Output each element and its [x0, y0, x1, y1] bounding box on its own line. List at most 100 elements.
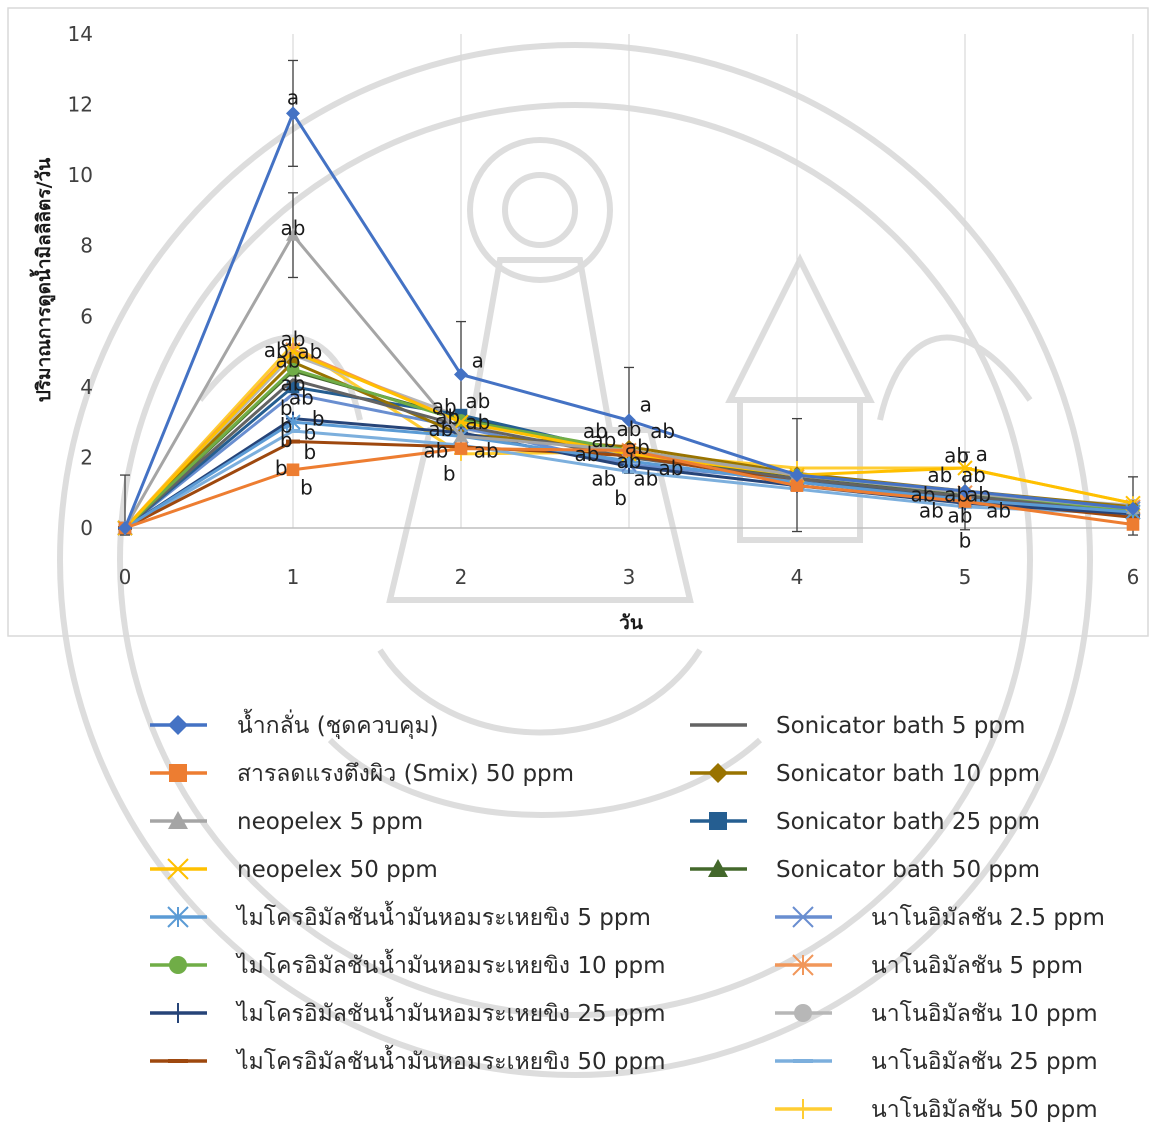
data-point — [792, 954, 814, 976]
significance-label: b — [303, 421, 316, 445]
data-point — [168, 715, 188, 735]
legend-label: นาโนอิมัลชัน 50 ppm — [871, 1096, 1098, 1123]
legend-label: ไมโครอิมัลชันน้ำมันหอมระเหยขิง 10 ppm — [235, 949, 666, 979]
significance-label: b — [303, 440, 316, 464]
x-tick-label: 0 — [119, 565, 132, 589]
data-point — [286, 106, 300, 121]
legend-label: Sonicator bath 50 ppm — [776, 857, 1040, 883]
legend-label: นาโนอิมัลชัน 5 ppm — [871, 952, 1083, 979]
legend-label: นาโนอิมัลชัน 25 ppm — [871, 1048, 1098, 1075]
data-point — [958, 483, 972, 498]
data-point — [708, 763, 728, 783]
legend-item: ไมโครอิมัลชันน้ำมันหอมระเหยขิง 50 ppm — [150, 1045, 666, 1075]
significance-label: b — [280, 396, 293, 420]
legend-label: neopelex 50 ppm — [237, 857, 438, 883]
significance-label: ab — [947, 504, 972, 528]
x-tick-label: 3 — [623, 565, 636, 589]
legend-label: สารลดแรงตึงผิว (Smix) 50 ppm — [237, 761, 574, 787]
legend-item: Sonicator bath 5 ppm — [690, 713, 1025, 739]
x-tick-label: 1 — [287, 565, 300, 589]
significance-label: ab — [474, 438, 499, 462]
data-point — [1126, 501, 1140, 516]
legend-item: ไมโครอิมัลชันน้ำมันหอมระเหยขิง 25 ppm — [150, 997, 666, 1027]
data-point — [709, 812, 727, 830]
data-point — [1126, 518, 1140, 531]
significance-label: ab — [275, 348, 300, 372]
legend-item: นาโนอิมัลชัน 10 ppm — [775, 1000, 1098, 1027]
significance-label: a — [640, 393, 652, 417]
significance-label: ab — [650, 419, 675, 443]
legend-label: ไมโครอิมัลชันน้ำมันหอมระเหยขิง 25 ppm — [235, 997, 666, 1027]
data-point — [286, 439, 300, 444]
significance-label: ab — [919, 498, 944, 522]
data-point — [453, 414, 469, 430]
data-point — [792, 906, 814, 928]
legend-item: Sonicator bath 25 ppm — [690, 809, 1040, 835]
x-tick-label: 4 — [791, 565, 804, 589]
data-point — [958, 495, 972, 508]
significance-label: ab — [986, 498, 1011, 522]
significance-label: a — [287, 86, 299, 110]
y-tick-label: 10 — [68, 163, 93, 187]
significance-label: ab — [633, 467, 658, 491]
data-point — [285, 414, 301, 430]
significance-label: ab — [625, 435, 650, 459]
significance-label: ab — [428, 417, 453, 441]
data-point — [708, 859, 728, 877]
significance-label: b — [312, 407, 325, 431]
data-point — [169, 764, 187, 782]
legend-item: นาโนอิมัลชัน 2.5 ppm — [775, 904, 1105, 931]
legend-label: ไมโครอิมัลชันน้ำมันหอมระเหยขิง 50 ppm — [235, 1045, 666, 1075]
data-point — [793, 1099, 813, 1119]
data-point — [454, 442, 468, 455]
legend-label: นาโนอิมัลชัน 2.5 ppm — [871, 904, 1105, 931]
significance-label: ab — [289, 385, 314, 409]
legend-item: นาโนอิมัลชัน 25 ppm — [775, 1048, 1098, 1075]
significance-label: b — [614, 486, 627, 510]
significance-label: ab — [927, 463, 952, 487]
significance-label: b — [443, 461, 456, 485]
y-axis-title: ปริมาณการดูดน้ำมิลลิลิตร/วัน — [29, 158, 56, 402]
significance-label: ab — [575, 442, 600, 466]
x-axis-title: วัน — [619, 612, 643, 634]
y-tick-label: 4 — [80, 375, 93, 399]
significance-label: a — [472, 348, 484, 372]
data-point — [790, 479, 804, 492]
significance-label: ab — [297, 340, 322, 364]
data-point — [957, 460, 973, 476]
significance-label: ab — [281, 327, 306, 351]
x-tick-label: 2 — [455, 565, 468, 589]
y-tick-label: 12 — [68, 93, 93, 117]
significance-label: ab — [264, 338, 289, 362]
significance-label: ab — [659, 456, 684, 480]
legend-item: neopelex 5 ppm — [150, 809, 423, 835]
y-tick-label: 2 — [80, 445, 93, 469]
data-point — [167, 906, 189, 928]
significance-label: ab — [465, 389, 490, 413]
chart-border — [7, 7, 1149, 637]
significance-label: ab — [435, 405, 460, 429]
legend: น้ำกลั่น (ชุดควบคุม) สารลดแรงตึงผิว (Smix… — [150, 709, 1105, 1123]
legend-item: น้ำกลั่น (ชุดควบคุม) — [150, 709, 439, 739]
legend-item: neopelex 50 ppm — [150, 857, 438, 883]
legend-item: ไมโครอิมัลชันน้ำมันหอมระเหยขิง 5 ppm — [150, 901, 651, 931]
significance-label: b — [959, 528, 972, 552]
significance-label: ab — [281, 371, 306, 395]
data-point — [454, 429, 468, 442]
data-point — [286, 428, 300, 433]
significance-label: ab — [465, 410, 490, 434]
legend-item: ไมโครอิมัลชันน้ำมันหอมระเหยขิง 10 ppm — [150, 949, 666, 979]
data-point — [285, 343, 301, 360]
data-point — [169, 956, 187, 974]
significance-label: ab — [911, 482, 936, 506]
y-tick-label: 0 — [80, 516, 93, 540]
data-point — [622, 413, 636, 428]
data-point — [794, 1004, 812, 1022]
legend-item: Sonicator bath 10 ppm — [690, 761, 1040, 787]
data-point — [168, 1059, 188, 1063]
legend-label: neopelex 5 ppm — [237, 809, 423, 835]
significance-label: ab — [966, 482, 991, 506]
significance-label: ab — [591, 467, 616, 491]
